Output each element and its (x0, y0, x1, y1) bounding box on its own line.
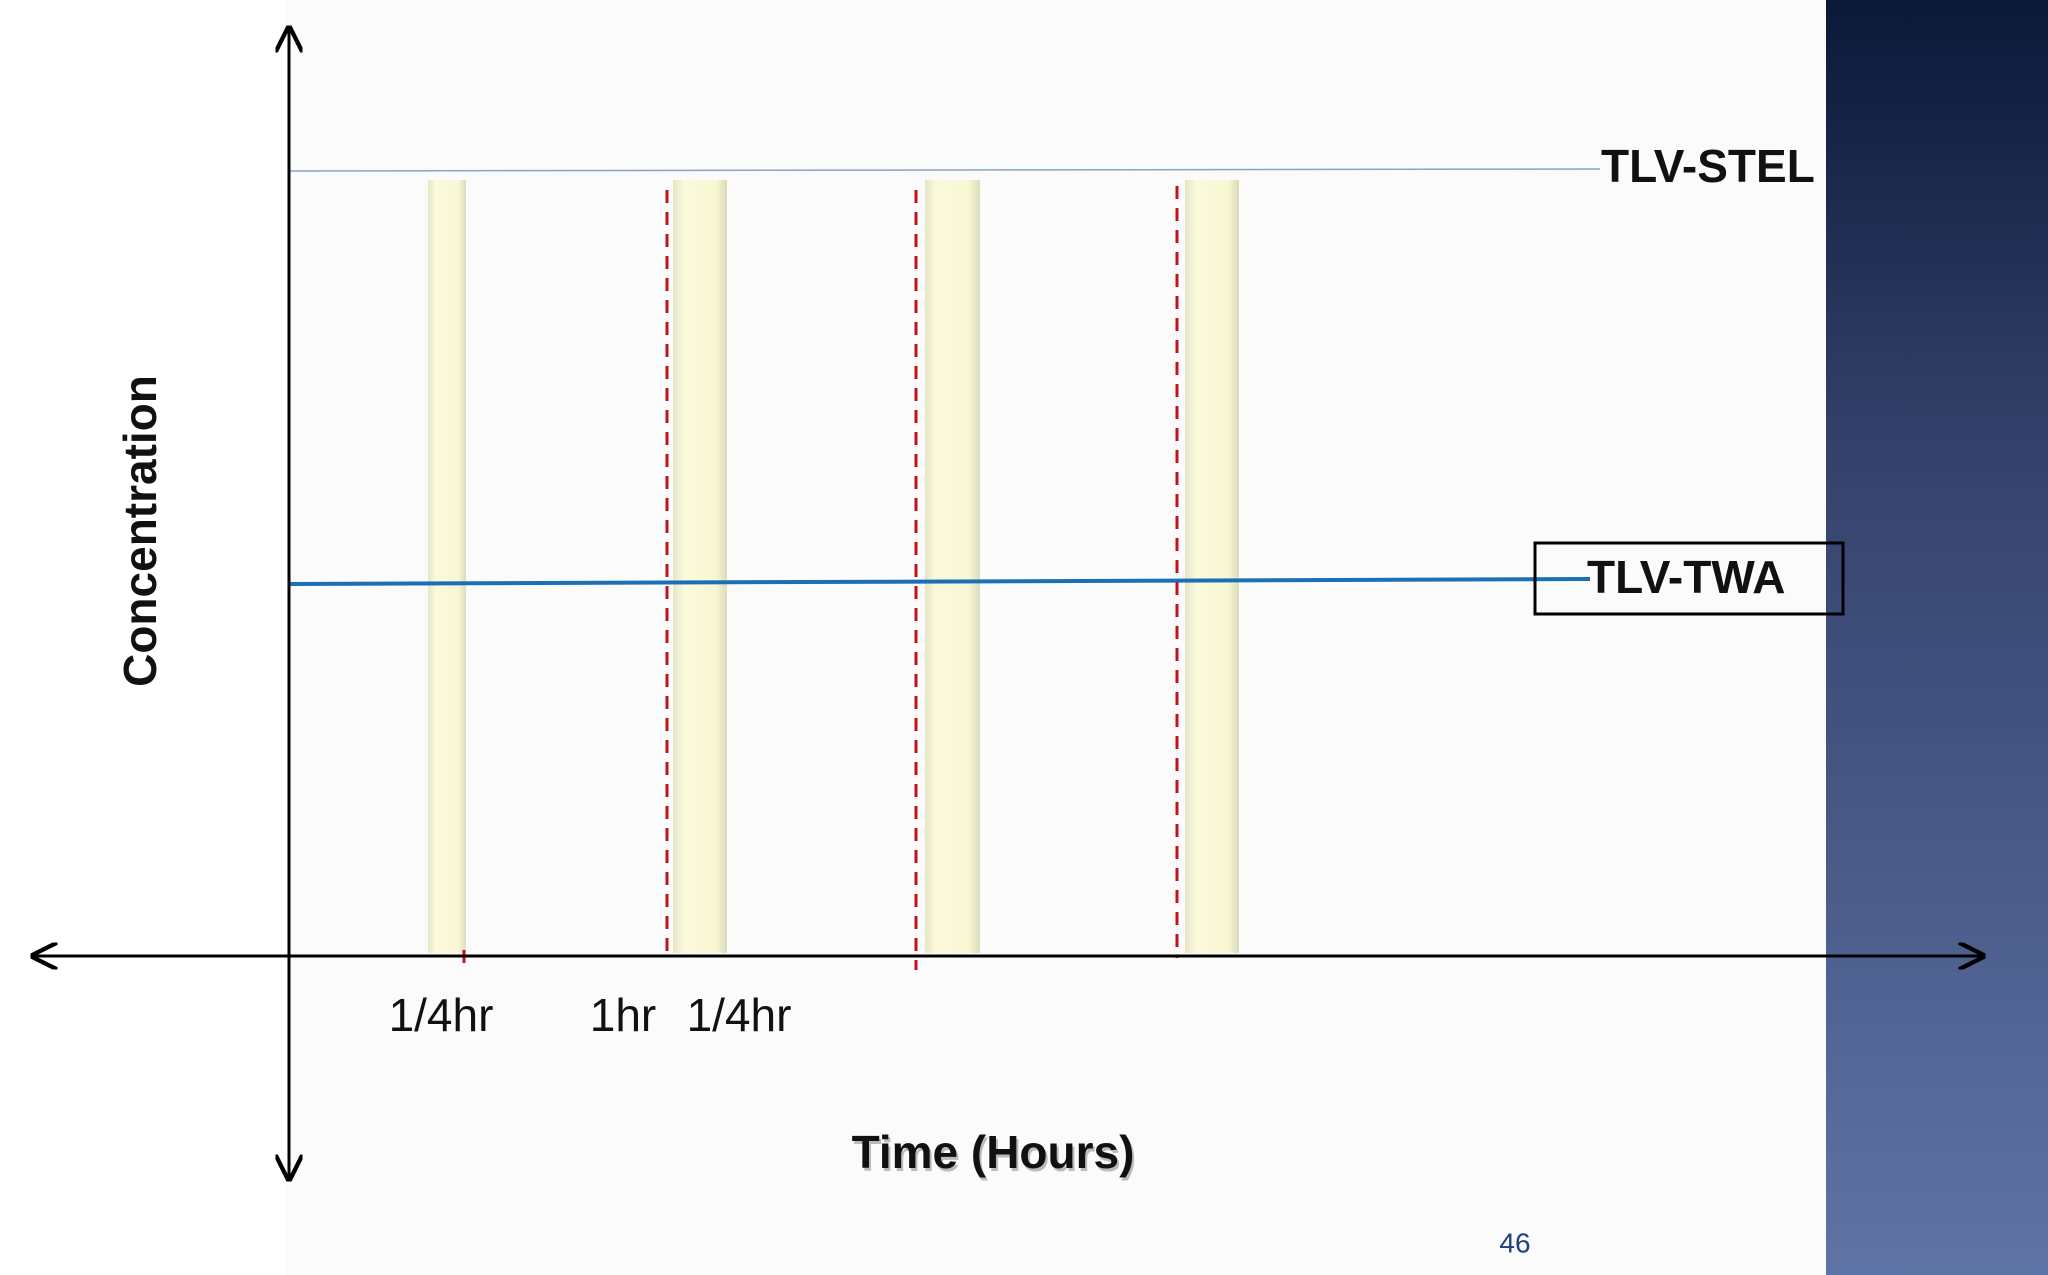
x-axis-title-shadow: Time (Hours) (854, 1129, 1137, 1181)
stel-label: TLV-STEL (1601, 140, 1815, 192)
twa-line (288, 577, 1591, 586)
y-axis-title: Concentration (114, 375, 166, 687)
x-label: 1hr (590, 989, 656, 1041)
exposure-bar (925, 180, 980, 953)
exposure-bar (428, 180, 466, 953)
exposure-bar (673, 180, 727, 953)
exposure-bar (1185, 180, 1239, 953)
stel-line (288, 168, 1601, 172)
exposure-bars (428, 180, 1239, 953)
x-axis-title: Time (Hours) (852, 1126, 1135, 1178)
side-panel (1826, 0, 2048, 1275)
twa-label: TLV-TWA (1587, 551, 1785, 603)
x-label: 1/4hr (687, 989, 792, 1041)
x-label: 1/4hr (389, 989, 494, 1041)
chart-area (286, 0, 1826, 1275)
page-number: 46 (1499, 1227, 1530, 1258)
twa-box (1533, 541, 1845, 616)
